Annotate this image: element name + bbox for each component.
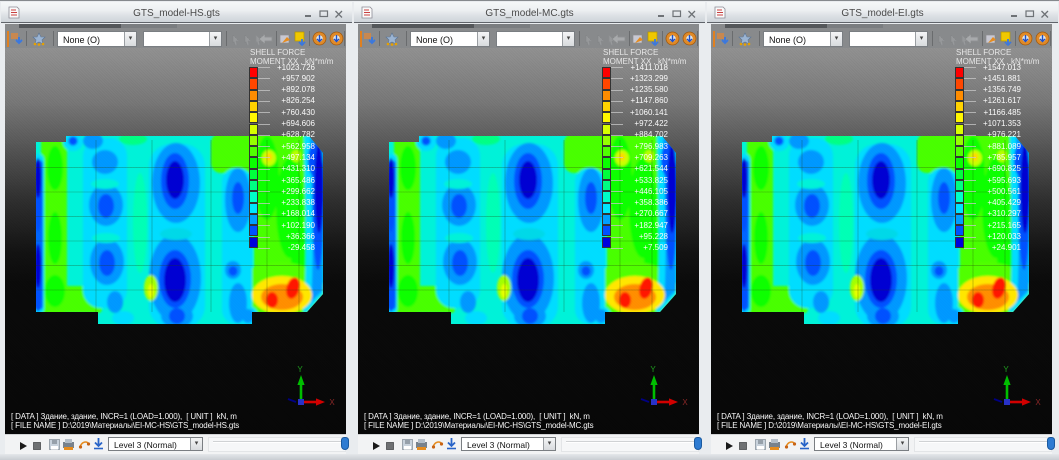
svg-text:Y: Y [650, 365, 656, 374]
svg-text:X: X [329, 398, 335, 407]
svg-text:X: X [1035, 398, 1041, 407]
svg-text:X: X [682, 398, 688, 407]
svg-text:Y: Y [297, 365, 303, 374]
svg-text:Y: Y [1003, 365, 1009, 374]
